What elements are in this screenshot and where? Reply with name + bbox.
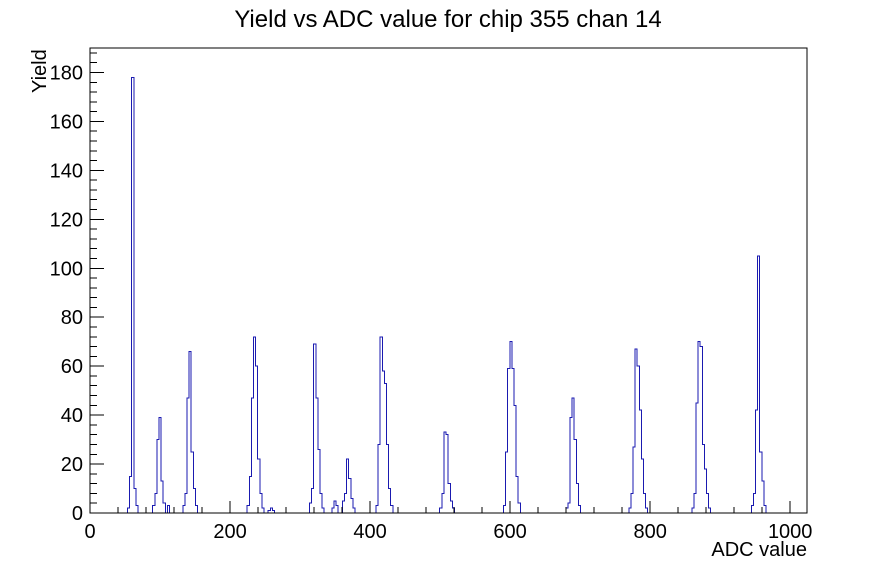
- x-axis-tick-labels: 0 200 400 600 800 1000: [84, 521, 812, 543]
- histogram-series: [90, 76, 807, 514]
- svg-text:0: 0: [72, 503, 83, 525]
- svg-text:80: 80: [61, 307, 83, 329]
- x-axis-title: ADC value: [711, 539, 807, 561]
- svg-text:200: 200: [213, 521, 246, 543]
- svg-text:600: 600: [493, 521, 526, 543]
- svg-text:60: 60: [61, 356, 83, 378]
- svg-text:0: 0: [84, 521, 95, 543]
- svg-text:40: 40: [61, 405, 83, 427]
- svg-text:120: 120: [50, 209, 83, 231]
- y-axis-title: Yield: [29, 49, 51, 93]
- x-axis-ticks: [89, 501, 791, 513]
- y-axis-tick-labels: 0 20 40 60 80 100 120 140 160 180: [50, 62, 83, 525]
- svg-text:400: 400: [353, 521, 386, 543]
- svg-text:1000: 1000: [768, 521, 813, 543]
- svg-text:800: 800: [633, 521, 666, 543]
- chart-title: Yield vs ADC value for chip 355 chan 14: [234, 6, 662, 33]
- svg-text:140: 140: [50, 160, 83, 182]
- svg-text:160: 160: [50, 111, 83, 133]
- svg-text:20: 20: [61, 454, 83, 476]
- svg-text:180: 180: [50, 62, 83, 84]
- y-axis-ticks: [90, 52, 104, 514]
- svg-text:100: 100: [50, 258, 83, 280]
- plot-frame: [89, 47, 808, 514]
